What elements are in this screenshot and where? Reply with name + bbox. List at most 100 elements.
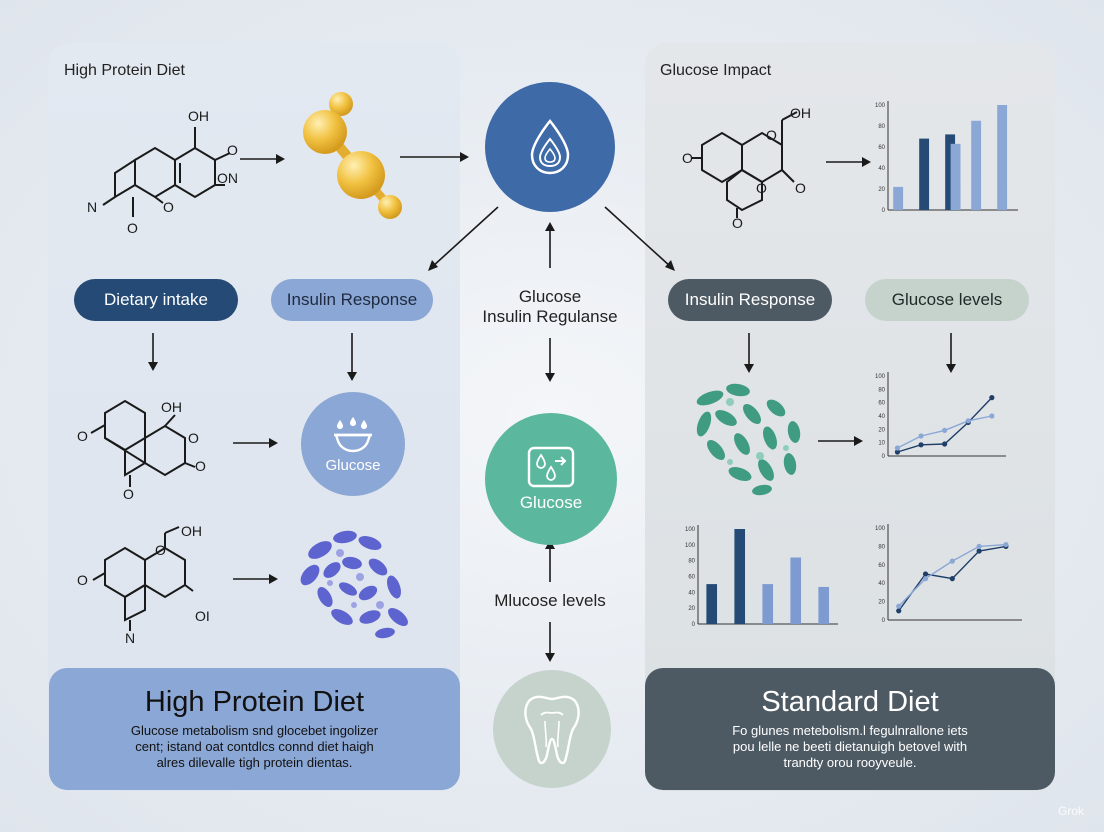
mol4-label-o-2: O <box>682 150 693 166</box>
mol2-label-o-bottom-right: O <box>195 458 206 474</box>
chart-line-bottom-right: 0 20 40 60 80 100 <box>875 524 1022 624</box>
molecule-structure-1: OH O ON N O O <box>87 108 238 236</box>
mol1-label-oh: OH <box>188 108 209 124</box>
arrow-intake-down <box>148 333 158 371</box>
chart-y-tick-label: 80 <box>878 387 885 393</box>
glucose-label-left: Glucose <box>325 456 381 474</box>
chart-point <box>1003 541 1009 548</box>
chart-point <box>989 413 995 419</box>
chart-series-line <box>898 543 1006 607</box>
chart-y-tick-label: 100 <box>875 374 886 380</box>
arrow-mol1-to-atom <box>240 154 285 164</box>
chart-y-tick-label: 40 <box>878 414 885 420</box>
molecule-structure-3: OH O O N OI <box>77 523 210 646</box>
high-protein-summary-line-3: alres dilevalle tigh protein dientas. <box>156 755 353 770</box>
center-label-glucose: Glucose <box>518 287 582 306</box>
glucose-label-center: Glucose <box>519 493 583 512</box>
atom-molecule-icon <box>303 92 402 219</box>
standard-diet-summary-line-3: trandty orou rooyveule. <box>783 755 917 770</box>
mol1-label-on: ON <box>217 170 238 186</box>
chart-y-tick-label: 60 <box>688 575 695 581</box>
chart-point <box>896 603 902 609</box>
left-panel-title: High Protein Diet <box>64 62 185 79</box>
chart-y-tick-label: 40 <box>878 166 885 172</box>
chart-bar <box>762 584 774 624</box>
chart-y-tick-label: 60 <box>878 563 885 569</box>
bacteria-cluster-icon <box>300 530 408 639</box>
chart-bar-bottom-left: 0 20 40 60 80 100 100 <box>685 525 838 628</box>
mol4-label-o-3: O <box>795 180 806 196</box>
mol3-label-oi: OI <box>195 608 210 624</box>
chart-point <box>976 543 982 549</box>
chart-point <box>989 395 995 401</box>
mol2-label-o-right: O <box>188 430 199 446</box>
glucose-node-left: Glucose <box>301 392 405 496</box>
chart-bar <box>971 120 982 210</box>
arrow-up-to-drop <box>545 222 555 268</box>
chart-y-tick-label: 40 <box>878 581 885 587</box>
arrow-mol2-to-glucose <box>233 438 278 448</box>
tooth-icon <box>524 695 580 765</box>
mol1-label-n: N <box>87 199 97 215</box>
high-protein-summary-title: High Protein Diet <box>144 686 365 718</box>
water-drop-icon <box>530 119 570 175</box>
mol3-label-n: N <box>125 630 135 646</box>
center-glucose-insulin-label: Glucose Insulin Regulanse <box>470 287 630 327</box>
mol4-label-o-1: O <box>766 127 777 143</box>
pill-insulin-response-left: Insulin Response <box>271 279 433 321</box>
high-protein-summary-line-2: cent; istand oat contdlcs connd diet hai… <box>135 739 374 754</box>
arrow-mol4-to-chart <box>826 157 871 167</box>
insulin-drop-node <box>485 82 615 212</box>
arrow-insulin-left-down <box>347 333 357 381</box>
mol1-label-o-top: O <box>227 142 238 158</box>
chart-point <box>942 441 948 447</box>
arrow-mol3-to-bacteria <box>233 574 278 584</box>
chart-bar <box>919 138 930 210</box>
pill-glucose-levels: Glucose levels <box>865 279 1029 321</box>
chart-bar <box>734 529 746 624</box>
chart-y-tick-label: 60 <box>878 401 885 407</box>
chart-point <box>922 576 929 582</box>
center-label-insulin-regulanse: Insulin Regulanse <box>482 307 618 326</box>
chart-y-tick-label: 0 <box>882 454 886 460</box>
arrow-bacteria-to-chart <box>818 436 863 446</box>
arrow-down-to-tooth <box>545 622 555 662</box>
chart-y-tick-label: 20 <box>688 606 695 612</box>
pill-insulin-response-right: Insulin Response <box>668 279 832 321</box>
chart-y-tick-label: 100 <box>875 526 886 532</box>
high-protein-summary-box: High Protein Diet Glucose metabolism snd… <box>49 668 460 790</box>
chart-bar <box>893 186 904 210</box>
chart-point <box>942 427 948 433</box>
molecule-structure-4: OH O O O O O <box>682 105 811 231</box>
chart-bar <box>997 105 1008 210</box>
arrow-drop-to-left <box>428 206 499 271</box>
standard-diet-summary-line-2: pou lelle ne beeti dietanuigh betovel wi… <box>732 739 968 754</box>
arrow-levels-down <box>946 333 956 373</box>
chart-bar <box>790 557 802 624</box>
chart-y-tick-label: 80 <box>878 544 885 550</box>
chart-y-tick-label: 0 <box>882 618 886 624</box>
mol1-label-o-bottom: O <box>127 220 138 236</box>
arrow-atom-to-drop <box>400 152 469 162</box>
mol3-label-o-top: O <box>155 542 166 558</box>
bowl-drop-icon <box>334 416 372 452</box>
standard-diet-summary-line-1: Fo glunes metebolism.l fegulnrallone iet… <box>732 723 968 738</box>
arrow-down-to-glucose <box>545 338 555 382</box>
chart-y-tick-label: 20 <box>878 427 885 433</box>
chart-y-tick-label: 0 <box>692 622 696 628</box>
mol4-label-oh: OH <box>790 105 811 121</box>
watermark: Grok <box>1057 804 1084 818</box>
chart-point <box>976 548 982 554</box>
chart-point <box>894 445 901 451</box>
mol4-label-o-4: O <box>756 180 767 196</box>
arrow-insulin-right-down <box>744 333 754 373</box>
chart-y-tick-label: 20 <box>878 600 885 606</box>
chart-bar <box>818 586 830 624</box>
chart-y-tick-label: 80 <box>688 559 695 565</box>
chart-line-mid-right: 0 10 20 40 60 80 100 <box>875 372 1006 460</box>
pill-dietary-intake: Dietary intake <box>74 279 238 321</box>
chart-point <box>949 558 955 564</box>
high-protein-summary-line-1: Glucose metabolism snd glocebet ingolize… <box>130 723 379 738</box>
chart-bar <box>945 134 956 210</box>
chart-point <box>918 442 924 448</box>
